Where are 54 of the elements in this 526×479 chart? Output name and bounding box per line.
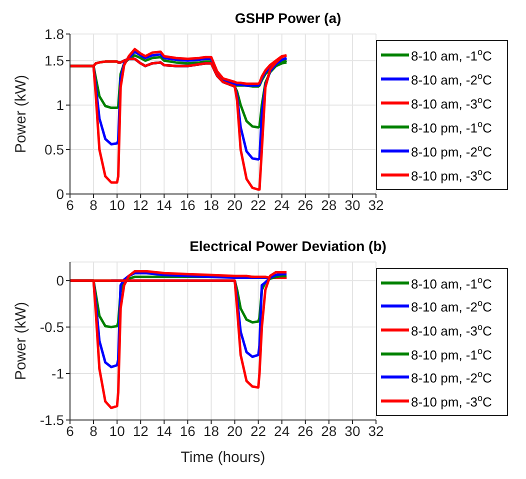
x-tick-label: 30 (344, 196, 360, 213)
x-tick-label: 22 (250, 422, 266, 439)
x-tick-label: 20 (226, 196, 243, 213)
x-tick-label: 10 (109, 422, 126, 439)
x-tick-label: 14 (156, 422, 172, 439)
x-axis-title: Time (hours) (180, 449, 266, 466)
x-tick-label: 24 (274, 196, 290, 213)
legend-label: 8-10 pm, -2$^{o}$C (411, 142, 492, 160)
x-tick-label: 28 (321, 196, 337, 213)
y-tick-label: -1.5 (40, 412, 64, 428)
legend-label: 8-10 am, -3$^{o}$C (411, 322, 492, 338)
legend-label: 8-10 pm, -1$^{o}$C (411, 118, 492, 136)
x-tick-label: 16 (180, 422, 196, 439)
x-tick-label: 8 (90, 196, 98, 213)
y-tick-label: -0.5 (40, 319, 64, 336)
x-tick-label: 14 (156, 196, 172, 213)
x-tick-label: 28 (321, 422, 337, 439)
y-axis-title: Power (kW) (12, 302, 30, 380)
x-tick-label: 24 (274, 422, 290, 439)
legend-label: 8-10 am, -1$^{o}$C (411, 274, 492, 291)
legend-label: 8-10 am, -1$^{o}$C (411, 46, 492, 64)
y-tick-label: 0.5 (44, 142, 64, 158)
y-axis-title: Power (kW) (12, 74, 30, 154)
x-tick-label: 6 (66, 196, 74, 213)
x-tick-label: 20 (226, 422, 243, 439)
y-tick-label: 0 (56, 272, 64, 289)
x-tick-label: 6 (66, 422, 74, 439)
x-tick-label: 18 (203, 196, 220, 213)
legend-label: 8-10 pm, -3$^{o}$C (411, 392, 492, 410)
x-tick-label: 22 (250, 196, 266, 213)
x-tick-label: 32 (368, 196, 384, 213)
x-tick-label: 12 (132, 422, 149, 439)
x-tick-label: 18 (203, 422, 220, 439)
x-tick-label: 8 (90, 422, 98, 439)
x-tick-label: 32 (368, 422, 384, 439)
legend-label: 8-10 am, -3$^{o}$C (411, 94, 492, 112)
chart-title: Electrical Power Deviation (b) (188, 237, 388, 256)
x-tick-label: 26 (298, 196, 314, 213)
y-tick-label: 0 (56, 186, 64, 202)
chart-title: GSHP Power (a) (234, 10, 342, 26)
x-tick-label: 16 (180, 196, 196, 213)
y-tick-label: 1 (56, 97, 64, 114)
y-tick-label: 1.8 (44, 26, 64, 42)
x-tick-label: 12 (132, 196, 149, 213)
legend-label: 8-10 pm, -1$^{o}$C (411, 346, 492, 362)
y-tick-label: -1 (52, 366, 64, 382)
legend-label: 8-10 pm, -2$^{o}$C (411, 369, 492, 386)
y-tick-label: 1.5 (44, 52, 64, 69)
x-tick-label: 30 (344, 422, 360, 439)
x-tick-label: 26 (298, 422, 314, 439)
legend-label: 8-10 am, -2$^{o}$C (411, 298, 492, 315)
x-tick-label: 10 (109, 196, 126, 213)
legend-label: 8-10 pm, -3$^{o}$C (411, 166, 492, 184)
legend-label: 8-10 am, -2$^{o}$C (411, 70, 492, 88)
